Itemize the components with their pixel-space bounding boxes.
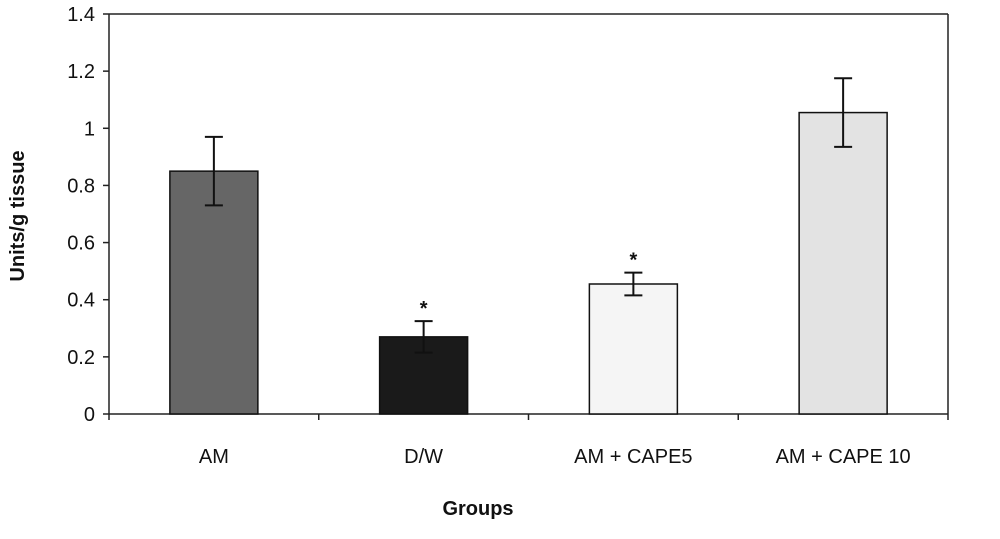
y-tick-label: 1.4 (67, 4, 95, 26)
y-tick-label: 0.8 (67, 175, 95, 197)
x-tick-label: D/W (404, 446, 443, 468)
x-axis-title: Groups (442, 498, 513, 520)
x-tick-label: AM + CAPE5 (574, 446, 692, 468)
y-tick-label: 0.4 (67, 290, 95, 312)
y-axis-title: Units/g tissue (7, 150, 29, 281)
y-tick-label: 1 (84, 118, 95, 140)
y-tick-label: 1.2 (67, 61, 95, 83)
tick-labels: 0 0.2 0.4 0.6 0.8 1 1.2 1.4 AM * D/W * AM + CAPE5 AM … (67, 4, 910, 468)
significance-marker: * (420, 298, 428, 320)
x-tick-label: AM + CAPE 10 (776, 446, 911, 468)
bar (169, 170, 259, 415)
bar (798, 111, 888, 415)
bars (169, 77, 888, 415)
y-tick-label: 0.2 (67, 347, 95, 369)
bar (588, 283, 679, 415)
y-tick-label: 0.6 (67, 233, 95, 255)
y-tick-label: 0 (84, 404, 95, 426)
significance-marker: * (629, 250, 637, 272)
x-tick-label: AM (199, 446, 229, 468)
